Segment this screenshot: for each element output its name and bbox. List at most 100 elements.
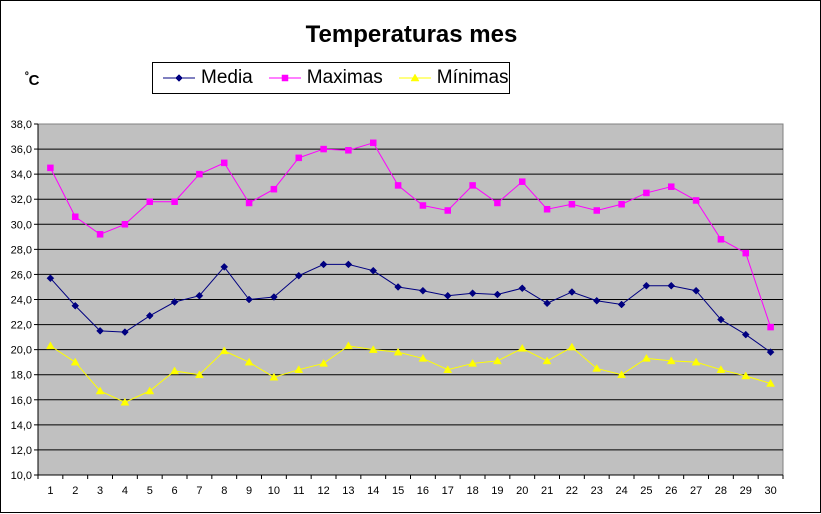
data-point-maximas: [568, 200, 576, 208]
data-point-minimas: [269, 372, 279, 381]
data-point-maximas: [742, 249, 749, 257]
data-point-maximas: [643, 189, 650, 197]
data-point-maximas: [245, 199, 253, 207]
data-point-media: [419, 286, 427, 295]
data-point-media: [369, 266, 378, 275]
y-tick-label: 16,0: [11, 395, 32, 407]
data-point-maximas: [692, 197, 700, 204]
data-point-media: [270, 293, 278, 301]
y-tick-label: 20,0: [11, 345, 32, 357]
data-point-maximas: [221, 159, 228, 167]
data-point-media: [46, 274, 55, 283]
data-point-media: [741, 330, 750, 339]
data-point-media: [518, 284, 527, 293]
data-point-maximas: [519, 178, 526, 185]
y-axis-label-degree: º: [25, 71, 29, 82]
x-tick-label: 19: [491, 485, 503, 497]
data-point-minimas: [368, 345, 378, 353]
x-tick-label: 18: [466, 485, 478, 497]
data-point-minimas: [716, 365, 726, 373]
data-point-minimas: [120, 397, 130, 406]
data-point-minimas: [542, 356, 552, 365]
data-point-maximas: [72, 213, 79, 221]
series-line-minimas: [50, 345, 771, 403]
x-tick-label: 22: [566, 485, 578, 497]
data-point-maximas: [767, 323, 774, 331]
legend-label-maximas: Maximas: [306, 67, 383, 88]
y-tick-label: 24,0: [11, 295, 32, 307]
x-tick-label: 4: [122, 485, 128, 497]
y-tick-label: 30,0: [11, 219, 32, 231]
x-tick-label: 2: [72, 485, 78, 497]
y-tick-label: 10,0: [11, 470, 32, 482]
data-point-maximas: [96, 231, 104, 238]
data-point-media: [96, 326, 104, 335]
y-tick-label: 28,0: [11, 244, 32, 256]
x-tick-label: 10: [268, 485, 280, 497]
data-point-maximas: [618, 200, 625, 208]
y-tick-label: 32,0: [11, 194, 32, 206]
data-point-maximas: [270, 185, 278, 193]
data-point-minimas: [393, 347, 403, 356]
x-tick-label: 9: [246, 485, 252, 497]
x-tick-label: 23: [591, 485, 603, 497]
legend-marker-media: [175, 74, 183, 82]
data-point-minimas: [617, 370, 627, 378]
data-point-media: [692, 286, 700, 295]
y-tick-label: 36,0: [11, 144, 32, 156]
data-point-maximas: [121, 221, 129, 228]
data-point-minimas: [691, 357, 701, 366]
data-point-media: [468, 289, 477, 298]
data-point-minimas: [45, 341, 55, 350]
data-point-minimas: [145, 386, 155, 395]
data-point-media: [592, 296, 601, 305]
y-axis-label: ºC: [25, 71, 40, 89]
x-tick-label: 24: [615, 485, 627, 497]
x-tick-label: 15: [392, 485, 404, 497]
data-point-maximas: [444, 207, 451, 214]
data-point-media: [568, 288, 576, 296]
legend-item-media: Media: [161, 67, 253, 89]
data-point-minimas: [666, 356, 676, 365]
data-point-media: [344, 260, 353, 269]
x-tick-label: 27: [690, 485, 702, 497]
y-tick-label: 22,0: [11, 320, 32, 332]
data-point-media: [493, 290, 502, 299]
data-point-media: [195, 291, 204, 300]
data-point-maximas: [47, 164, 54, 172]
data-point-minimas: [567, 342, 577, 351]
data-point-maximas: [394, 182, 402, 189]
data-point-minimas: [194, 370, 204, 378]
x-tick-label: 21: [541, 485, 553, 497]
data-point-minimas: [741, 371, 751, 380]
data-point-minimas: [170, 366, 180, 375]
chart-title: Temperaturas mes: [305, 21, 518, 48]
data-point-media: [319, 260, 328, 269]
x-tick-label: 26: [665, 485, 677, 497]
data-point-media: [294, 271, 303, 280]
data-point-minimas: [443, 365, 453, 373]
x-tick-label: 30: [764, 485, 776, 497]
x-tick-label: 6: [172, 485, 178, 497]
data-point-maximas: [370, 139, 377, 147]
data-point-media: [394, 283, 402, 291]
y-tick-label: 26,0: [11, 269, 32, 281]
data-point-minimas: [70, 357, 80, 366]
x-tick-label: 1: [47, 485, 53, 497]
data-point-maximas: [593, 207, 600, 214]
data-point-media: [717, 315, 725, 324]
x-tick-label: 20: [516, 485, 528, 497]
data-point-maximas: [494, 199, 501, 207]
data-point-media: [170, 298, 179, 306]
x-tick-label: 12: [317, 485, 329, 497]
data-point-media: [642, 281, 651, 290]
y-tick-label: 18,0: [11, 370, 32, 382]
data-point-minimas: [343, 341, 353, 350]
series-line-maximas: [49, 142, 772, 328]
x-tick-label: 13: [342, 485, 354, 497]
data-point-maximas: [668, 183, 675, 190]
legend-swatch-maximas: [268, 74, 301, 82]
series-line-media: [50, 263, 771, 353]
